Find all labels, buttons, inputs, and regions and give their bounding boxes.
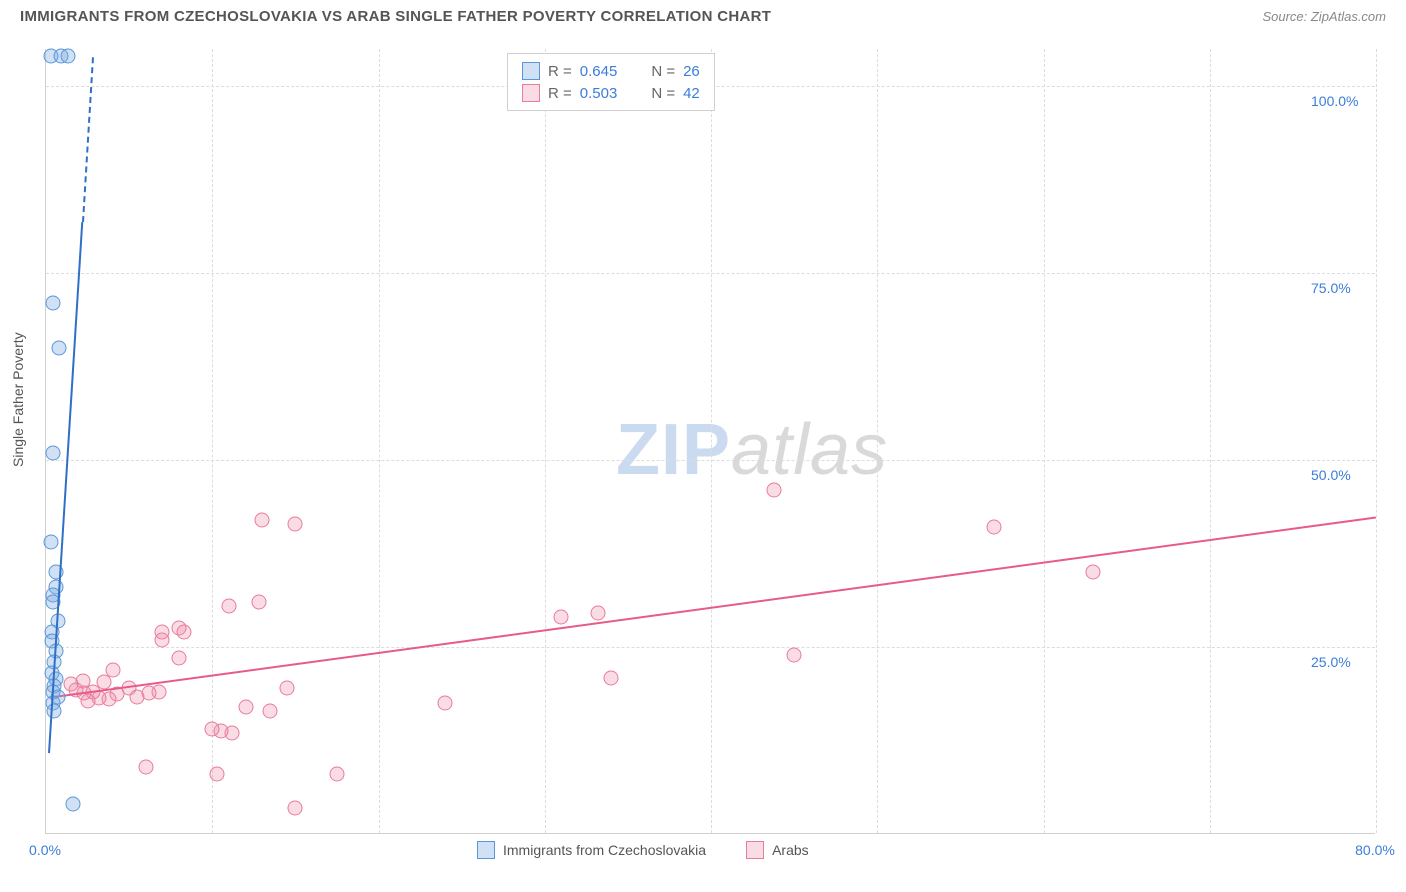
legend-swatch-b <box>746 841 764 859</box>
data-point <box>52 341 67 356</box>
title-bar: IMMIGRANTS FROM CZECHOSLOVAKIA VS ARAB S… <box>0 0 1406 29</box>
y-tick-label: 100.0% <box>1311 93 1358 109</box>
data-point <box>787 647 802 662</box>
data-point <box>65 797 80 812</box>
source-prefix: Source: <box>1262 9 1310 24</box>
watermark-zip: ZIP <box>616 410 731 490</box>
data-point <box>986 520 1001 535</box>
x-tick-label: 80.0% <box>1355 842 1395 858</box>
data-point <box>288 800 303 815</box>
n-value-b: 42 <box>683 85 700 102</box>
data-point <box>255 513 270 528</box>
data-point <box>63 677 78 692</box>
legend-item-b: Arabs <box>746 841 809 859</box>
chart-title: IMMIGRANTS FROM CZECHOSLOVAKIA VS ARAB S… <box>20 8 771 25</box>
data-point <box>43 535 58 550</box>
y-axis-label: Single Father Poverty <box>10 332 26 467</box>
data-point <box>221 598 236 613</box>
legend-swatch-a <box>477 841 495 859</box>
data-point <box>554 610 569 625</box>
data-point <box>329 767 344 782</box>
legend-label-a: Immigrants from Czechoslovakia <box>503 842 706 858</box>
n-label: N = <box>651 63 675 80</box>
plot-area: ZIPatlas 25.0% 50.0% 75.0% 100.0% <box>45 49 1375 834</box>
data-point <box>263 703 278 718</box>
data-point <box>45 445 60 460</box>
legend-label-b: Arabs <box>772 842 809 858</box>
swatch-series-a <box>522 62 540 80</box>
data-point <box>138 759 153 774</box>
watermark-atlas: atlas <box>731 410 888 490</box>
gridline-v <box>1210 49 1211 833</box>
swatch-series-b <box>522 84 540 102</box>
x-tick-label: 0.0% <box>29 842 61 858</box>
gridline-v <box>545 49 546 833</box>
data-point <box>60 49 75 64</box>
source-text: Source: ZipAtlas.com <box>1262 9 1386 24</box>
data-point <box>45 296 60 311</box>
data-point <box>590 606 605 621</box>
gridline-v <box>711 49 712 833</box>
data-point <box>47 703 62 718</box>
watermark: ZIPatlas <box>616 409 888 491</box>
data-point <box>280 681 295 696</box>
r-value-b: 0.503 <box>580 85 618 102</box>
data-point <box>172 651 187 666</box>
r-label: R = <box>548 85 572 102</box>
stats-legend-box: R = 0.645 N = 26 R = 0.503 N = 42 <box>507 53 715 111</box>
n-label: N = <box>651 85 675 102</box>
data-point <box>238 699 253 714</box>
data-point <box>767 483 782 498</box>
data-point <box>604 671 619 686</box>
data-point <box>438 696 453 711</box>
gridline-v <box>379 49 380 833</box>
r-value-a: 0.645 <box>580 63 618 80</box>
data-point <box>210 767 225 782</box>
source-name: ZipAtlas.com <box>1311 9 1386 24</box>
y-tick-label: 25.0% <box>1311 654 1351 670</box>
n-value-a: 26 <box>683 63 700 80</box>
stats-row-b: R = 0.503 N = 42 <box>522 82 700 104</box>
r-label: R = <box>548 63 572 80</box>
data-point <box>251 595 266 610</box>
bottom-legend: Immigrants from Czechoslovakia Arabs <box>477 841 809 859</box>
gridline-v <box>877 49 878 833</box>
data-point <box>205 722 220 737</box>
trend-line <box>82 57 94 222</box>
gridline-v <box>1044 49 1045 833</box>
gridline-v <box>1376 49 1377 833</box>
data-point <box>288 516 303 531</box>
legend-item-a: Immigrants from Czechoslovakia <box>477 841 706 859</box>
data-point <box>1086 565 1101 580</box>
data-point <box>176 625 191 640</box>
data-point <box>155 625 170 640</box>
stats-row-a: R = 0.645 N = 26 <box>522 60 700 82</box>
y-tick-label: 75.0% <box>1311 280 1351 296</box>
gridline-v <box>212 49 213 833</box>
chart-container: Single Father Poverty ZIPatlas 25.0% 50.0… <box>0 29 1406 874</box>
y-tick-label: 50.0% <box>1311 467 1351 483</box>
